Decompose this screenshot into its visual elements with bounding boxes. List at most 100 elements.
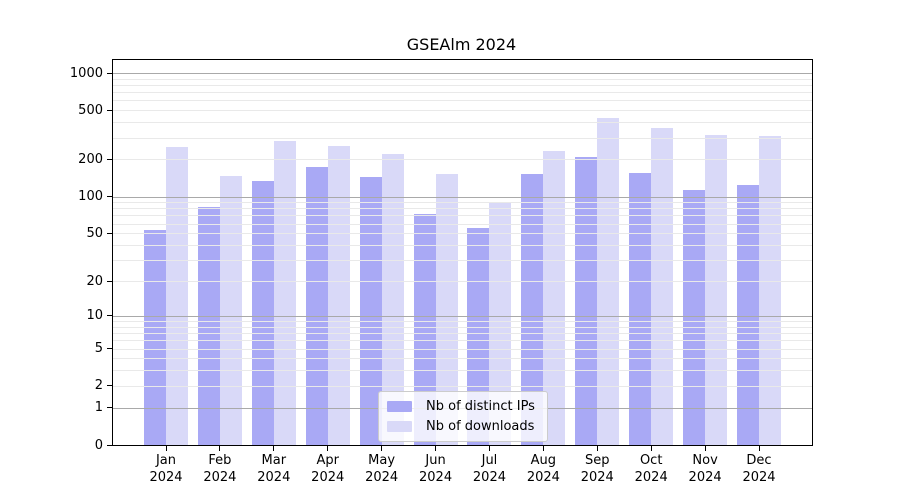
chart-title: GSEAlm 2024 bbox=[406, 35, 517, 54]
y-tick-20 bbox=[107, 280, 113, 282]
x-tick-may bbox=[381, 445, 383, 451]
x-tick-label-jan: Jan 2024 bbox=[149, 453, 183, 485]
gridline-minor-80 bbox=[113, 208, 812, 210]
gridline-minor-300 bbox=[113, 137, 812, 139]
gridline-minor-7 bbox=[113, 333, 812, 335]
y-tick-label-200: 200 bbox=[78, 151, 103, 167]
bar-downloads-nov bbox=[705, 134, 728, 445]
y-tick-label-10: 10 bbox=[86, 308, 103, 324]
y-tick-5 bbox=[107, 348, 113, 350]
gridline-minor-20 bbox=[113, 281, 812, 283]
gridline-minor-30 bbox=[113, 260, 812, 262]
gridline-minor-700 bbox=[113, 92, 812, 94]
gridline-minor-5 bbox=[113, 348, 812, 350]
x-tick-label-jul: Jul 2024 bbox=[472, 453, 506, 485]
y-tick-500 bbox=[107, 109, 113, 111]
gridline-minor-60 bbox=[113, 223, 812, 225]
y-tick-label-5: 5 bbox=[94, 341, 103, 357]
x-tick-oct bbox=[650, 445, 652, 451]
bar-distinct-ips-jun bbox=[413, 213, 436, 445]
x-tick-apr bbox=[327, 445, 329, 451]
bar-distinct-ips-dec bbox=[737, 184, 759, 445]
y-tick-label-0: 0 bbox=[94, 437, 103, 453]
bar-distinct-ips-jul bbox=[467, 228, 490, 445]
bar-distinct-ips-feb bbox=[197, 207, 220, 445]
plot-area: Nb of distinct IPs Nb of downloads Jan 202… bbox=[70, 59, 813, 485]
gridline-major-1000 bbox=[113, 73, 812, 74]
legend-label-downloads: Nb of downloads bbox=[426, 419, 535, 434]
legend-item-distinct-ips: Nb of distinct IPs bbox=[387, 399, 535, 414]
gridline-minor-50 bbox=[113, 233, 812, 235]
y-tick-1 bbox=[107, 407, 113, 409]
gridline-minor-70 bbox=[113, 215, 812, 217]
gridline-minor-600 bbox=[113, 100, 812, 102]
gridline-minor-500 bbox=[113, 110, 812, 112]
gridline-major-100 bbox=[113, 196, 812, 198]
x-tick-label-oct: Oct 2024 bbox=[634, 453, 668, 485]
y-tick-label-50: 50 bbox=[86, 225, 103, 241]
bar-downloads-dec bbox=[759, 136, 781, 445]
x-tick-label-dec: Dec 2024 bbox=[742, 453, 776, 485]
bar-downloads-oct bbox=[651, 128, 674, 445]
x-tick-label-aug: Aug 2024 bbox=[526, 453, 560, 485]
y-tick-100 bbox=[107, 196, 113, 197]
y-tick-label-100: 100 bbox=[78, 189, 103, 204]
bar-distinct-ips-mar bbox=[251, 181, 274, 445]
y-tick-label-500: 500 bbox=[78, 102, 103, 118]
bar-downloads-apr bbox=[327, 146, 350, 445]
gridline-minor-8 bbox=[113, 326, 812, 328]
gridline-minor-800 bbox=[113, 85, 812, 86]
gridline-minor-6 bbox=[113, 340, 812, 342]
bar-distinct-ips-apr bbox=[305, 167, 328, 445]
y-tick-label-1: 1 bbox=[94, 400, 103, 416]
x-tick-sep bbox=[596, 445, 598, 451]
y-tick-label-1000: 1000 bbox=[69, 65, 103, 81]
x-tick-label-apr: Apr 2024 bbox=[311, 453, 345, 485]
bar-distinct-ips-aug bbox=[521, 174, 544, 445]
gridline-minor-2 bbox=[113, 385, 812, 387]
bar-distinct-ips-may bbox=[359, 177, 382, 445]
bar-distinct-ips-oct bbox=[629, 173, 652, 445]
legend-swatch-downloads bbox=[387, 421, 412, 432]
x-tick-label-feb: Feb 2024 bbox=[203, 453, 237, 485]
y-tick-1000 bbox=[107, 72, 113, 74]
x-tick-label-nov: Nov 2024 bbox=[688, 453, 722, 485]
y-tick-label-2: 2 bbox=[94, 378, 103, 394]
x-tick-nov bbox=[704, 445, 706, 451]
x-tick-label-may: May 2024 bbox=[365, 453, 399, 485]
legend-label-distinct-ips: Nb of distinct IPs bbox=[426, 399, 535, 414]
x-tick-aug bbox=[542, 445, 544, 451]
gridline-minor-9 bbox=[113, 321, 812, 323]
bar-distinct-ips-sep bbox=[575, 157, 598, 445]
gridline-minor-90 bbox=[113, 202, 812, 204]
y-tick-label-20: 20 bbox=[86, 273, 103, 289]
gridline-minor-400 bbox=[113, 122, 812, 124]
bar-downloads-may bbox=[381, 153, 404, 445]
legend-swatch-distinct-ips bbox=[387, 401, 412, 412]
gridline-minor-40 bbox=[113, 245, 812, 247]
x-tick-jun bbox=[435, 445, 437, 451]
y-tick-50 bbox=[107, 232, 113, 234]
x-tick-label-sep: Sep 2024 bbox=[580, 453, 614, 485]
x-tick-jul bbox=[488, 445, 490, 451]
y-tick-200 bbox=[107, 158, 113, 160]
gridline-minor-4 bbox=[113, 358, 812, 360]
bar-downloads-feb bbox=[219, 175, 242, 445]
legend: Nb of distinct IPs Nb of downloads bbox=[378, 391, 548, 442]
bar-downloads-jan bbox=[166, 147, 188, 445]
gridline-minor-200 bbox=[113, 159, 812, 161]
x-tick-label-mar: Mar 2024 bbox=[257, 453, 291, 485]
bar-downloads-aug bbox=[543, 151, 566, 445]
y-tick-10 bbox=[107, 315, 113, 317]
gridline-minor-900 bbox=[113, 78, 812, 80]
x-tick-label-jun: Jun 2024 bbox=[419, 453, 453, 485]
gridline-minor-3 bbox=[113, 370, 812, 372]
x-tick-dec bbox=[758, 445, 760, 451]
legend-item-downloads: Nb of downloads bbox=[387, 419, 535, 434]
x-tick-mar bbox=[273, 445, 275, 451]
x-tick-feb bbox=[219, 445, 221, 451]
bar-distinct-ips-nov bbox=[683, 189, 706, 445]
y-tick-0 bbox=[107, 444, 113, 446]
x-tick-jan bbox=[165, 445, 167, 451]
